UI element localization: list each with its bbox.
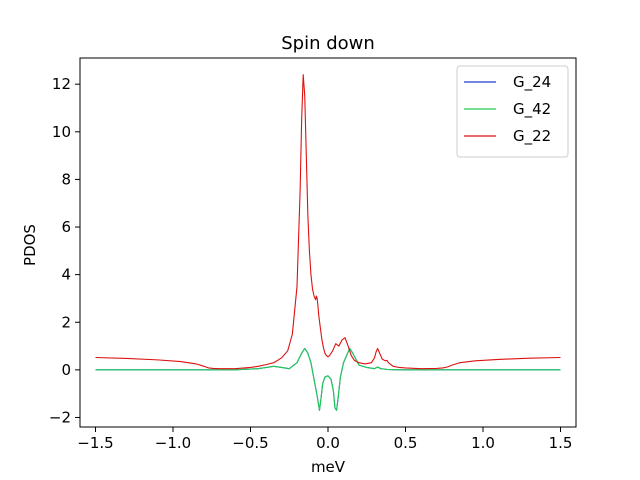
legend-box xyxy=(456,65,569,158)
y-tick-label: 6 xyxy=(61,218,71,236)
x-tick-label: 0.5 xyxy=(394,434,418,452)
series-line-g-22 xyxy=(95,74,561,370)
y-tick-label: 8 xyxy=(61,170,71,188)
x-tick-label: 1.0 xyxy=(471,434,495,452)
x-tick-label: −0.5 xyxy=(232,434,268,452)
legend: G_24 G_42 G_22 xyxy=(456,65,569,158)
x-tick-label: 1.5 xyxy=(549,434,573,452)
legend-label: G_42 xyxy=(513,100,551,119)
series-layer xyxy=(95,74,561,411)
x-tick-label: 0.0 xyxy=(316,434,340,452)
y-tick-label: 12 xyxy=(52,75,71,93)
x-axis-label: meV xyxy=(311,458,346,476)
y-tick-label: −2 xyxy=(49,408,71,426)
legend-label: G_22 xyxy=(513,127,551,146)
legend-label: G_24 xyxy=(513,73,551,92)
y-tick-label: 2 xyxy=(61,313,71,331)
y-tick-label: 10 xyxy=(52,123,71,141)
y-tick-label: 0 xyxy=(61,361,71,379)
axes-layer: −1.5 −1.0 −0.5 0.0 0.5 1.0 1.5 −2 0 2 4 6 8 10 12 xyxy=(49,57,577,452)
chart-title: Spin down xyxy=(281,33,375,54)
y-tick-label: 4 xyxy=(61,266,71,284)
y-axis-label: PDOS xyxy=(21,224,39,266)
x-tick-label: −1.5 xyxy=(77,434,113,452)
x-tick-label: −1.0 xyxy=(155,434,191,452)
series-line-g-42 xyxy=(95,347,561,411)
